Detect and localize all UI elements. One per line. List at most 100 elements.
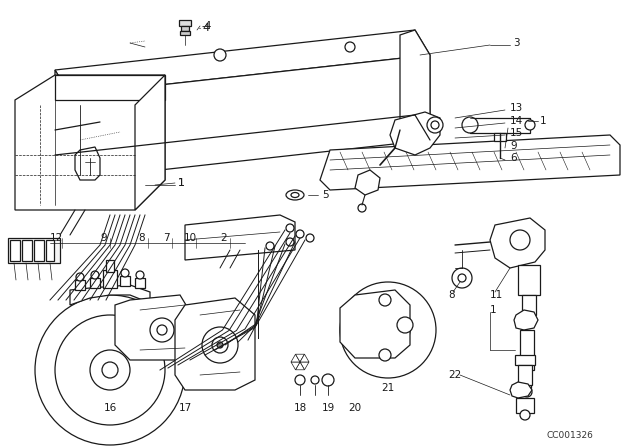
Circle shape [136, 271, 144, 279]
Polygon shape [296, 354, 305, 362]
Text: 16: 16 [104, 403, 116, 413]
Circle shape [266, 242, 274, 250]
Polygon shape [70, 55, 430, 180]
Polygon shape [55, 70, 70, 180]
Text: 17: 17 [179, 403, 191, 413]
Polygon shape [70, 285, 150, 305]
Bar [515, 355, 535, 365]
Polygon shape [15, 75, 165, 210]
Circle shape [286, 224, 294, 232]
Bar [470, 118, 530, 133]
Circle shape [55, 315, 165, 425]
Polygon shape [75, 147, 100, 180]
Polygon shape [355, 170, 380, 195]
Text: 1: 1 [178, 178, 184, 188]
Bar [90, 278, 100, 288]
Polygon shape [296, 362, 305, 370]
Circle shape [295, 375, 305, 385]
Bar [523, 370, 531, 388]
Circle shape [35, 295, 185, 445]
Circle shape [379, 294, 391, 306]
Polygon shape [291, 362, 300, 370]
Circle shape [525, 120, 535, 130]
Circle shape [379, 349, 391, 361]
Ellipse shape [286, 190, 304, 200]
Text: 15: 15 [510, 128, 524, 138]
Text: 14: 14 [510, 116, 524, 126]
Bar [120, 276, 130, 286]
Circle shape [90, 350, 130, 390]
Circle shape [452, 268, 472, 288]
Polygon shape [490, 218, 545, 268]
Text: 8: 8 [448, 290, 454, 300]
Bar [106, 260, 114, 272]
Text: 1: 1 [490, 305, 497, 315]
Circle shape [366, 308, 410, 352]
Bar [179, 20, 191, 26]
Text: 8: 8 [139, 233, 145, 243]
Circle shape [106, 269, 114, 277]
Circle shape [306, 234, 314, 242]
Circle shape [296, 230, 304, 238]
Polygon shape [55, 30, 430, 95]
Text: 6: 6 [510, 153, 516, 163]
Polygon shape [115, 295, 195, 360]
Circle shape [520, 410, 530, 420]
Polygon shape [185, 215, 295, 260]
Circle shape [462, 117, 478, 133]
Bar [518, 365, 532, 385]
Circle shape [358, 204, 366, 212]
Text: -4: -4 [202, 21, 212, 31]
Bar [135, 278, 145, 288]
Bar [34, 240, 44, 261]
Text: 19: 19 [321, 403, 335, 413]
Text: 7: 7 [163, 233, 170, 243]
Ellipse shape [291, 193, 299, 198]
Bar [494, 133, 506, 141]
Circle shape [322, 374, 334, 386]
Polygon shape [291, 354, 300, 362]
Polygon shape [510, 382, 532, 398]
Bar [10, 240, 20, 261]
Text: 21: 21 [381, 383, 395, 393]
Circle shape [157, 325, 167, 335]
Bar [46, 240, 54, 261]
Bar [518, 265, 540, 295]
Circle shape [202, 327, 238, 363]
Circle shape [286, 238, 294, 246]
Circle shape [380, 322, 396, 338]
Bar [520, 330, 534, 370]
Polygon shape [400, 30, 430, 145]
Text: CC001326: CC001326 [547, 431, 593, 439]
Circle shape [121, 269, 129, 277]
Text: 13: 13 [510, 103, 524, 113]
Circle shape [431, 121, 439, 129]
Text: 5: 5 [322, 190, 328, 200]
Text: 1: 1 [178, 178, 185, 188]
Circle shape [427, 117, 443, 133]
Text: 1: 1 [540, 116, 547, 126]
Circle shape [345, 42, 355, 52]
Circle shape [311, 376, 319, 384]
Polygon shape [340, 290, 410, 358]
Polygon shape [55, 75, 165, 100]
Circle shape [458, 274, 466, 282]
Text: 20: 20 [348, 403, 362, 413]
Bar [522, 295, 536, 315]
Text: 4: 4 [202, 23, 209, 33]
Bar [8, 238, 60, 263]
Circle shape [510, 230, 530, 250]
Polygon shape [320, 135, 620, 190]
Text: 2: 2 [221, 233, 227, 243]
Polygon shape [55, 122, 120, 180]
Polygon shape [175, 298, 255, 390]
Text: 11: 11 [490, 290, 503, 300]
Text: 12: 12 [49, 233, 63, 243]
Polygon shape [514, 310, 538, 330]
Polygon shape [300, 362, 309, 370]
Bar [105, 276, 115, 286]
Text: 9: 9 [100, 233, 108, 243]
Circle shape [212, 337, 228, 353]
Circle shape [150, 318, 174, 342]
Bar [75, 280, 85, 290]
